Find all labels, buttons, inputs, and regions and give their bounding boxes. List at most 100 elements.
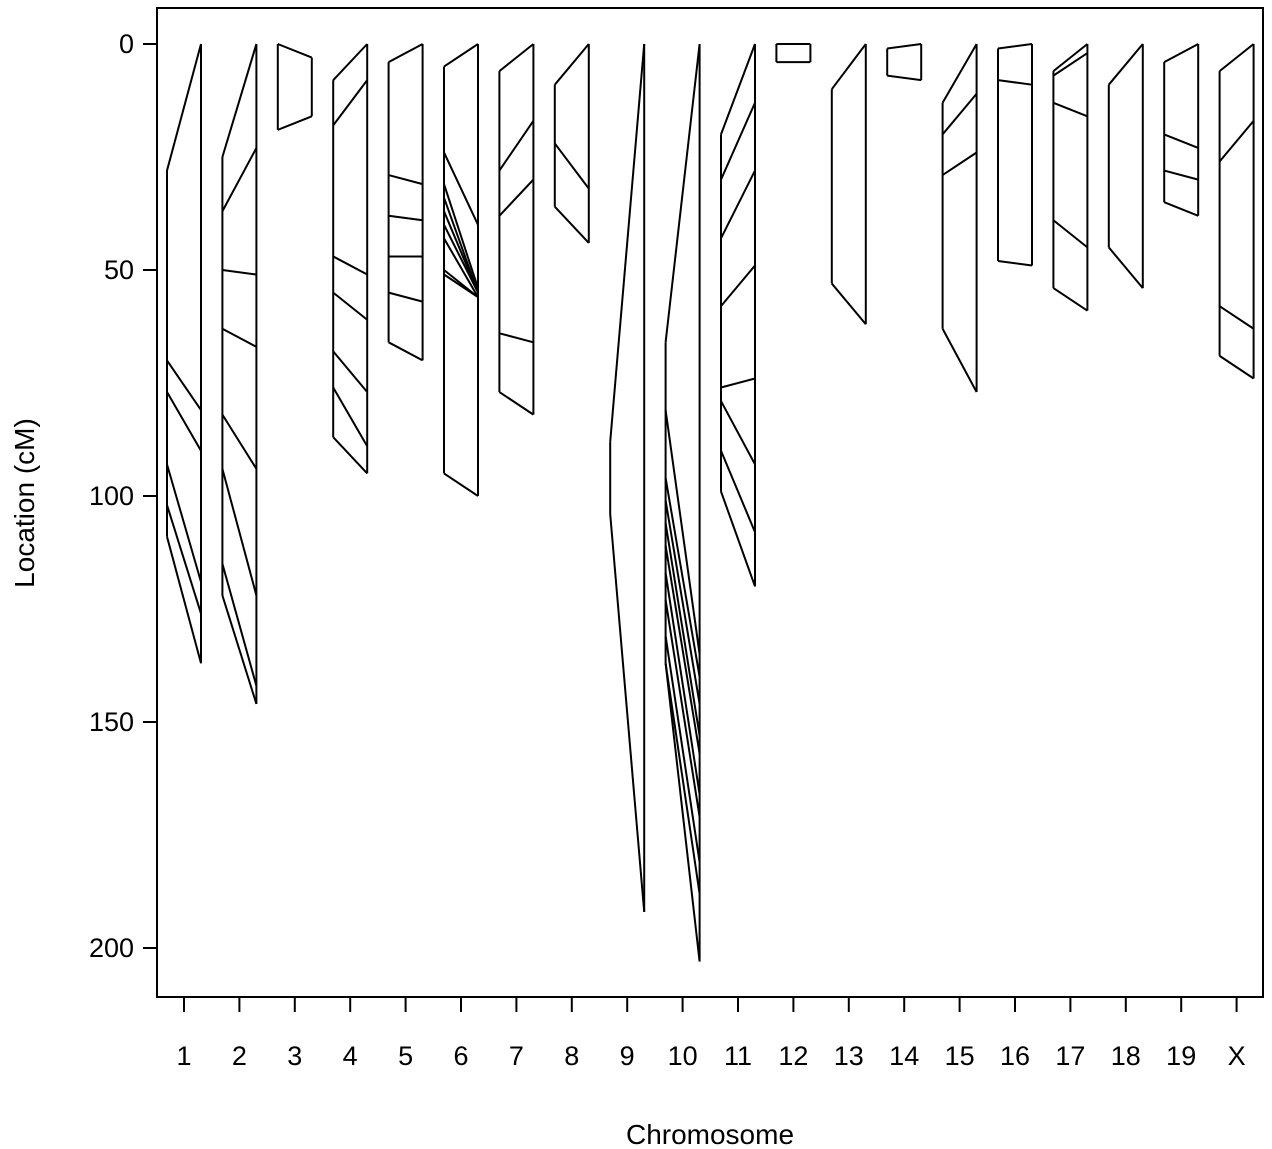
connector-line [166, 391, 202, 452]
connector-line [1219, 305, 1255, 330]
x-tick-label: 16 [1000, 1041, 1030, 1071]
connector-line [1218, 43, 1255, 72]
x-tick-label: 18 [1111, 1041, 1141, 1071]
connector-line [664, 522, 701, 736]
chromosome-7-map [498, 43, 535, 416]
connector-line [664, 477, 701, 677]
x-tick-label: 7 [509, 1041, 524, 1071]
y-tick-label: 150 [89, 707, 134, 737]
plot-frame [156, 7, 1264, 998]
connector-line [332, 350, 368, 393]
x-tick-label: 5 [398, 1041, 413, 1071]
x-tick-label: 11 [724, 1041, 752, 1071]
connector-line [554, 206, 590, 244]
connector-line [887, 74, 922, 82]
connector-line [720, 377, 756, 389]
connector-line [1163, 133, 1199, 149]
connector-line [221, 327, 257, 348]
chromosome-X-map [1218, 43, 1255, 380]
connector-line [388, 43, 424, 63]
chromosome-14-map [886, 43, 923, 82]
connector-line [941, 328, 978, 393]
chromosome-3-map [276, 43, 313, 131]
x-tick-label: 8 [564, 1041, 579, 1071]
connector-line [499, 332, 534, 344]
connector-line [221, 563, 258, 687]
x-tick-label: 6 [453, 1041, 468, 1071]
y-tick-label: 200 [89, 933, 134, 963]
connector-line [443, 237, 479, 298]
connector-line [443, 152, 479, 226]
connector-line [332, 436, 368, 475]
x-tick-label: 3 [287, 1041, 302, 1071]
connector-line [388, 341, 424, 362]
connector-line [166, 504, 202, 614]
y-tick-label: 0 [119, 29, 134, 59]
connector-line [720, 264, 756, 307]
connector-line [997, 259, 1033, 267]
connector-line [997, 43, 1033, 50]
connector-line [1163, 43, 1199, 63]
x-tick-label: 19 [1166, 1041, 1196, 1071]
x-tick-label: 14 [889, 1041, 919, 1071]
connector-line [443, 273, 479, 298]
connector-line [332, 291, 368, 321]
connector-line [1108, 43, 1144, 86]
y-axis: 0 50 100 150 200 [89, 29, 158, 963]
connector-line [498, 43, 535, 72]
connector-line [942, 151, 978, 176]
connector-line [720, 491, 756, 587]
connector-line [332, 43, 368, 81]
connector-line [720, 102, 756, 181]
chromosome-4-map [332, 43, 369, 475]
x-tick-label: 15 [945, 1041, 975, 1071]
chromosome-13-map [830, 43, 867, 325]
connector-line [277, 43, 313, 59]
x-tick-label: 9 [620, 1041, 635, 1071]
x-tick-label: 10 [668, 1041, 698, 1071]
x-axis: 1 2 3 4 5 6 7 8 9 10 11 12 13 14 15 16 17 18 19 X [176, 996, 1246, 1071]
connector-line [720, 400, 756, 465]
connector-line [443, 472, 479, 497]
connector-line [166, 464, 202, 583]
connector-line [887, 43, 922, 50]
connector-line [443, 183, 479, 289]
connector-line [166, 536, 202, 664]
chromosome-19-map [1163, 43, 1200, 217]
connector-line [831, 282, 867, 325]
connector-line [388, 214, 423, 222]
x-tick-label: 17 [1055, 1041, 1085, 1071]
chromosome-17-map [1052, 43, 1089, 312]
chromosome-8-map [553, 43, 590, 244]
connector-line [166, 359, 202, 411]
connector-line [498, 178, 535, 217]
connector-line [332, 255, 368, 276]
connector-line [443, 224, 479, 294]
chromosome-10-map [664, 43, 701, 962]
x-tick-label: 4 [343, 1041, 358, 1071]
y-tick-label: 50 [104, 255, 134, 285]
x-tick-label: 2 [232, 1041, 247, 1071]
y-axis-title: Location (cM) [9, 418, 40, 588]
chromosome-16-map [997, 43, 1033, 267]
connector-line [388, 174, 423, 186]
connector-line [720, 450, 756, 533]
chromosome-18-map [1107, 43, 1144, 289]
x-axis-title: Chromosome [626, 1119, 794, 1149]
connector-line [720, 170, 756, 239]
connector-line [221, 468, 258, 596]
x-tick-label: X [1228, 1041, 1246, 1071]
connector-line [554, 142, 590, 190]
connector-line [720, 43, 756, 135]
connector-line [1052, 52, 1088, 77]
connector-line [443, 43, 479, 68]
connector-line [664, 43, 701, 343]
connector-line [443, 210, 479, 293]
connector-line [664, 635, 701, 863]
connector-line [997, 79, 1033, 86]
connector-line [1052, 43, 1089, 72]
connector-line [277, 115, 313, 131]
connector-line [221, 43, 258, 158]
connector-line [498, 120, 535, 172]
chromosome-15-map [941, 43, 978, 393]
